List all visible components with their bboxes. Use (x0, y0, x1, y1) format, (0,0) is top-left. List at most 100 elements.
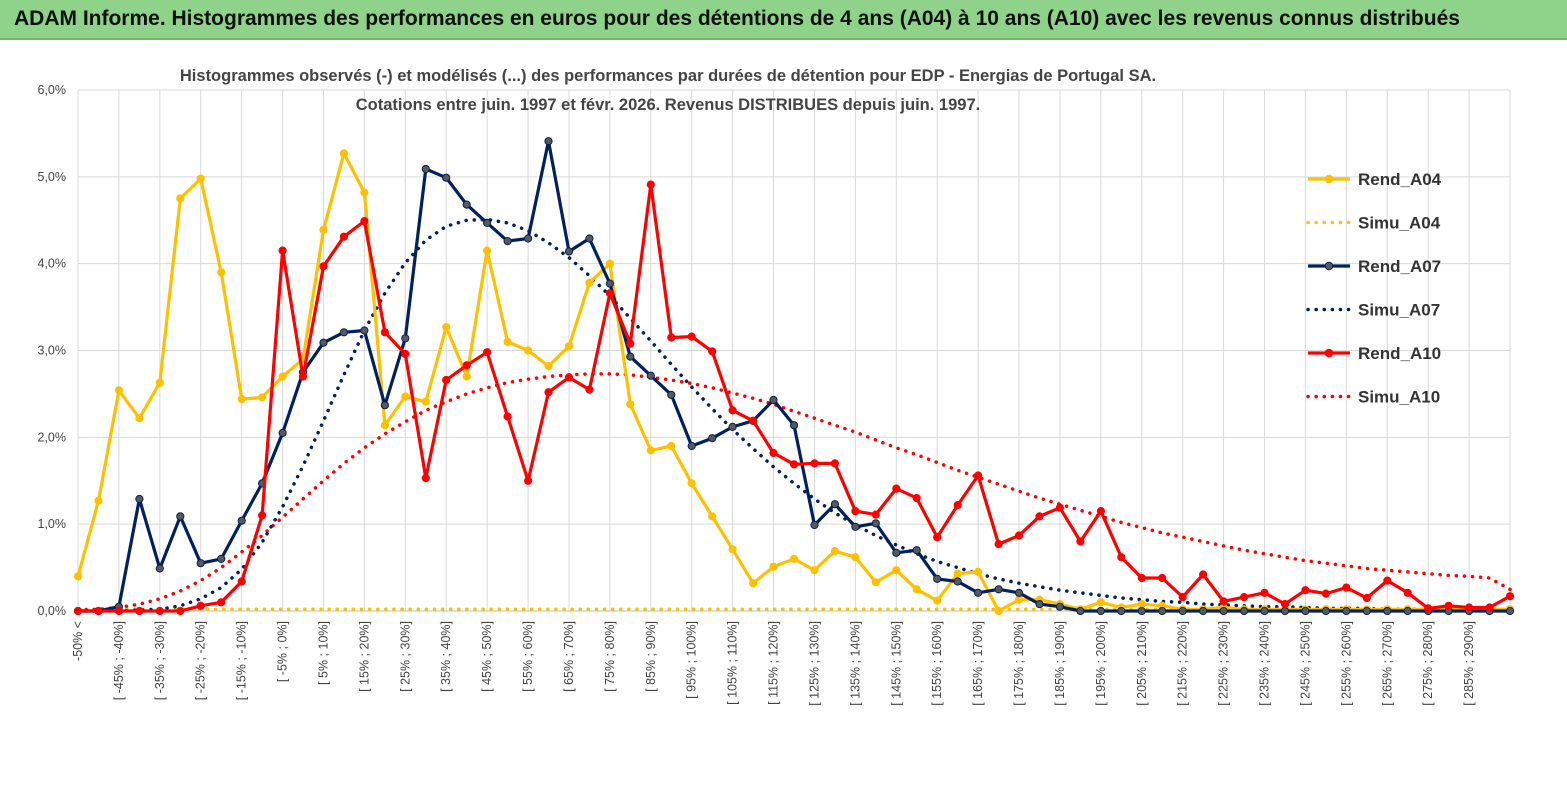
x-tick-label: [ 275% ; 280%] (1421, 621, 1435, 706)
rend-a07-point (1137, 606, 1146, 616)
x-tick-label: [ 85% ; 90%] (644, 621, 658, 692)
rend-a10-point (912, 494, 921, 503)
rend-a07-point (217, 554, 226, 564)
rend-a04-point (687, 479, 696, 488)
rend-a07-point (626, 352, 635, 361)
rend-a07-point (278, 428, 287, 438)
rend-a07-point (769, 395, 778, 405)
rend-a04-point (749, 579, 758, 588)
rend-a04-point (1096, 598, 1106, 607)
x-tick-label: [ 35% ; 40%] (439, 621, 453, 692)
y-tick-label: 1,0% (38, 517, 67, 531)
rend-a04-point (708, 512, 717, 521)
rend-a07-point (1321, 606, 1331, 616)
rend-a07-point (1383, 606, 1392, 616)
rend-a10-point (421, 474, 430, 483)
rend-a04-point (401, 392, 410, 401)
rend-a10-point (667, 333, 676, 342)
rend-a10-point (646, 180, 655, 189)
rend-a04-point (217, 268, 226, 277)
rend-a04-point (380, 421, 389, 430)
rend-a04-point (810, 566, 819, 575)
x-tick-label: [ 265% ; 270%] (1380, 621, 1394, 706)
rend-a07-point (912, 546, 921, 555)
rend-a04-point (483, 246, 492, 255)
rend-a10-point (585, 385, 594, 394)
rend-a07-point (953, 577, 962, 586)
rend-a04-point (442, 323, 451, 332)
title-banner: ADAM Informe. Histogrammes des performan… (0, 0, 1567, 40)
rend-a07-point (1342, 606, 1351, 616)
rend-a07-point (933, 574, 942, 584)
rend-a10-point (237, 577, 246, 586)
rend-a10-point (1260, 588, 1269, 597)
rend-a10-point (892, 484, 901, 493)
rend-a10-point (73, 606, 83, 616)
rend-a10-point (810, 459, 819, 468)
rend-a07-point (789, 421, 799, 430)
rend-a10-point (851, 507, 860, 516)
legend-label-simu-a10: Simu_A10 (1358, 388, 1440, 407)
rend-a10-point (114, 606, 124, 616)
rend-a10-point (401, 349, 410, 359)
rend-a07-point (544, 137, 553, 146)
rend-a07-point (524, 234, 533, 243)
rend-a04-point (421, 397, 430, 406)
rend-a10-point (769, 448, 778, 458)
rend-a10-point (503, 412, 512, 421)
rend-a10-point (994, 540, 1003, 549)
rend-a07-point (135, 494, 144, 504)
banner-title: ADAM Informe. Histogrammes des performan… (14, 7, 1460, 30)
rend-a10-point (380, 328, 389, 337)
x-tick-label: [ 185% ; 190%] (1053, 621, 1067, 706)
rend-a07-point (1178, 606, 1187, 616)
rend-a04-point (155, 378, 164, 387)
x-tick-label: [ 55% ; 60%] (521, 621, 535, 692)
rend-a07-point (830, 500, 840, 509)
rend-a04-point (912, 585, 921, 594)
x-tick-label: [ 115% ; 120%] (767, 621, 781, 705)
rend-a04-point (258, 393, 267, 402)
rend-a04-point (994, 606, 1003, 616)
rend-a07-point (1055, 602, 1065, 611)
rend-a07-point (605, 279, 615, 288)
rend-a04-point (830, 547, 840, 556)
rend-a07-point (728, 422, 737, 431)
rend-a10-point (933, 533, 942, 542)
rend-a04-point (789, 554, 799, 564)
rend-a10-point (462, 361, 471, 370)
rend-a07-point (1158, 606, 1167, 616)
rend-a04-point (176, 194, 185, 203)
rend-a04-point (953, 569, 962, 578)
rend-a10-point (1505, 592, 1515, 601)
simu-a10-line (76, 372, 1512, 612)
rend-a07-point (1199, 606, 1208, 616)
x-tick-label: [ 75% ; 80%] (603, 621, 617, 692)
y-tick-label: 4,0% (38, 257, 67, 271)
x-tick-label: [ 175% ; 180%] (1012, 621, 1026, 706)
rend-a10-point (1362, 593, 1371, 603)
legend-label-simu-a04: Simu_A04 (1358, 214, 1441, 233)
rend-a07-point (1014, 588, 1024, 597)
rend-a07-point (1219, 606, 1228, 616)
x-tick-label: [ 95% ; 100%] (685, 621, 699, 699)
rend-a07-point (1505, 606, 1515, 616)
rend-a07-point (687, 441, 696, 451)
rend-a07-point (176, 512, 185, 521)
rend-a07-point (1260, 606, 1269, 616)
rend-a07-point (1362, 606, 1371, 616)
rend-a04-point (544, 362, 553, 371)
rend-a04-point (646, 446, 655, 455)
x-tick-label: [ 5% ; 10%] (316, 621, 330, 685)
x-tick-label: [ 285% ; 290%] (1462, 621, 1476, 706)
x-tick-label: [ -25% ; -20%] (194, 621, 208, 700)
rend-a10-point (1280, 600, 1290, 609)
rend-a10-point (1383, 576, 1392, 585)
rend-a10-point (442, 375, 451, 385)
rend-a10-point (974, 471, 983, 480)
legend: Rend_A04 Simu_A04 Rend_A07 Simu_A07 Rend_A10… (1306, 170, 1442, 407)
x-tick-label: [ -45% ; -40%] (112, 621, 126, 700)
rend-a07-point (503, 237, 512, 246)
rend-a04-point (360, 188, 369, 197)
rend-a10-point (1158, 573, 1167, 583)
